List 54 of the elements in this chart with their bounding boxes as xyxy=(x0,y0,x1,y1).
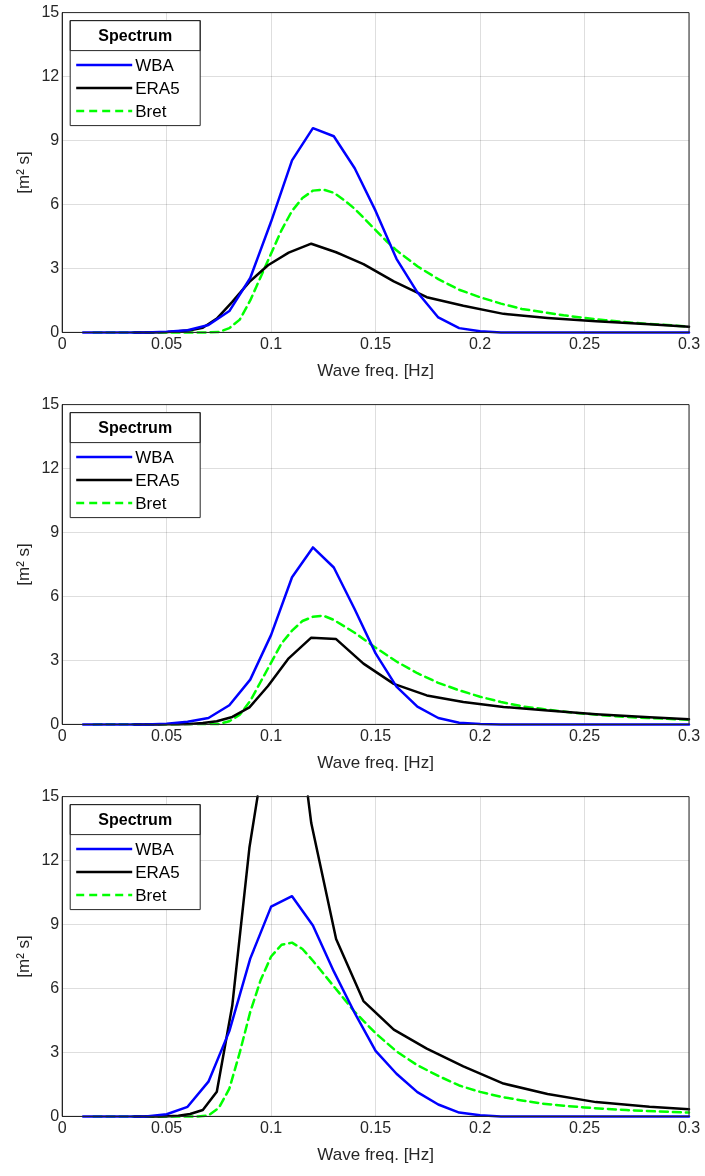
x-tick-label: 0.3 xyxy=(677,1119,701,1137)
y-tick-label: 3 xyxy=(50,650,60,668)
y-tick-label: 9 xyxy=(50,914,60,932)
y-tick-label: 6 xyxy=(50,978,60,996)
x-tick-label: 0.05 xyxy=(151,727,183,745)
y-tick-label: 3 xyxy=(50,1042,60,1060)
legend-label: WBA xyxy=(135,55,175,75)
y-axis-title: [m² s] xyxy=(13,151,33,194)
y-tick-label: 9 xyxy=(50,130,60,148)
x-tick-label: 0.15 xyxy=(360,727,392,745)
x-tick-label: 0.2 xyxy=(468,335,492,353)
x-tick-label: 0.1 xyxy=(260,727,283,745)
y-tick-label: 0 xyxy=(50,1106,60,1124)
legend-label: ERA5 xyxy=(135,470,180,490)
y-tick-label: 15 xyxy=(41,787,60,805)
x-tick-label: 0.2 xyxy=(468,727,492,745)
x-axis-title: Wave freq. [Hz] xyxy=(317,361,434,381)
legend-label: Bret xyxy=(135,493,167,513)
y-tick-label: 12 xyxy=(41,66,60,84)
legend-label: ERA5 xyxy=(135,862,180,882)
legend-title: Spectrum xyxy=(98,811,173,829)
x-tick-label: 0.25 xyxy=(568,727,601,745)
x-tick-label: 0.05 xyxy=(151,1119,183,1137)
x-tick-label: 0.15 xyxy=(360,1119,392,1137)
legend-label: WBA xyxy=(135,447,175,467)
x-tick-label: 0.2 xyxy=(468,1119,492,1137)
legend-label: ERA5 xyxy=(135,78,180,98)
x-axis-title: Wave freq. [Hz] xyxy=(317,1145,434,1165)
y-tick-label: 6 xyxy=(50,194,60,212)
x-tick-label: 0.05 xyxy=(151,335,183,353)
y-tick-label: 12 xyxy=(41,458,60,476)
y-axis-title: [m² s] xyxy=(13,935,33,978)
legend-label: WBA xyxy=(135,839,175,859)
y-axis-title: [m² s] xyxy=(13,543,33,586)
y-tick-label: 15 xyxy=(41,395,60,413)
y-tick-label: 3 xyxy=(50,258,60,276)
x-tick-label: 0.25 xyxy=(568,1119,601,1137)
x-tick-label: 0.3 xyxy=(677,727,701,745)
x-tick-label: 0.15 xyxy=(360,335,392,353)
x-tick-label: 0.1 xyxy=(260,335,283,353)
legend-title: Spectrum xyxy=(98,27,173,45)
y-tick-label: 15 xyxy=(41,3,60,21)
y-tick-label: 6 xyxy=(50,586,60,604)
y-tick-label: 9 xyxy=(50,522,60,540)
x-axis-title: Wave freq. [Hz] xyxy=(317,753,434,773)
y-tick-label: 0 xyxy=(50,714,60,732)
legend-label: Bret xyxy=(135,101,167,121)
y-tick-label: 0 xyxy=(50,322,60,340)
legend-title: Spectrum xyxy=(98,419,173,437)
x-tick-label: 0.1 xyxy=(260,1119,283,1137)
x-tick-label: 0.25 xyxy=(568,335,601,353)
legend-label: Bret xyxy=(135,885,167,905)
y-tick-label: 12 xyxy=(41,850,60,868)
x-tick-label: 0.3 xyxy=(677,335,701,353)
